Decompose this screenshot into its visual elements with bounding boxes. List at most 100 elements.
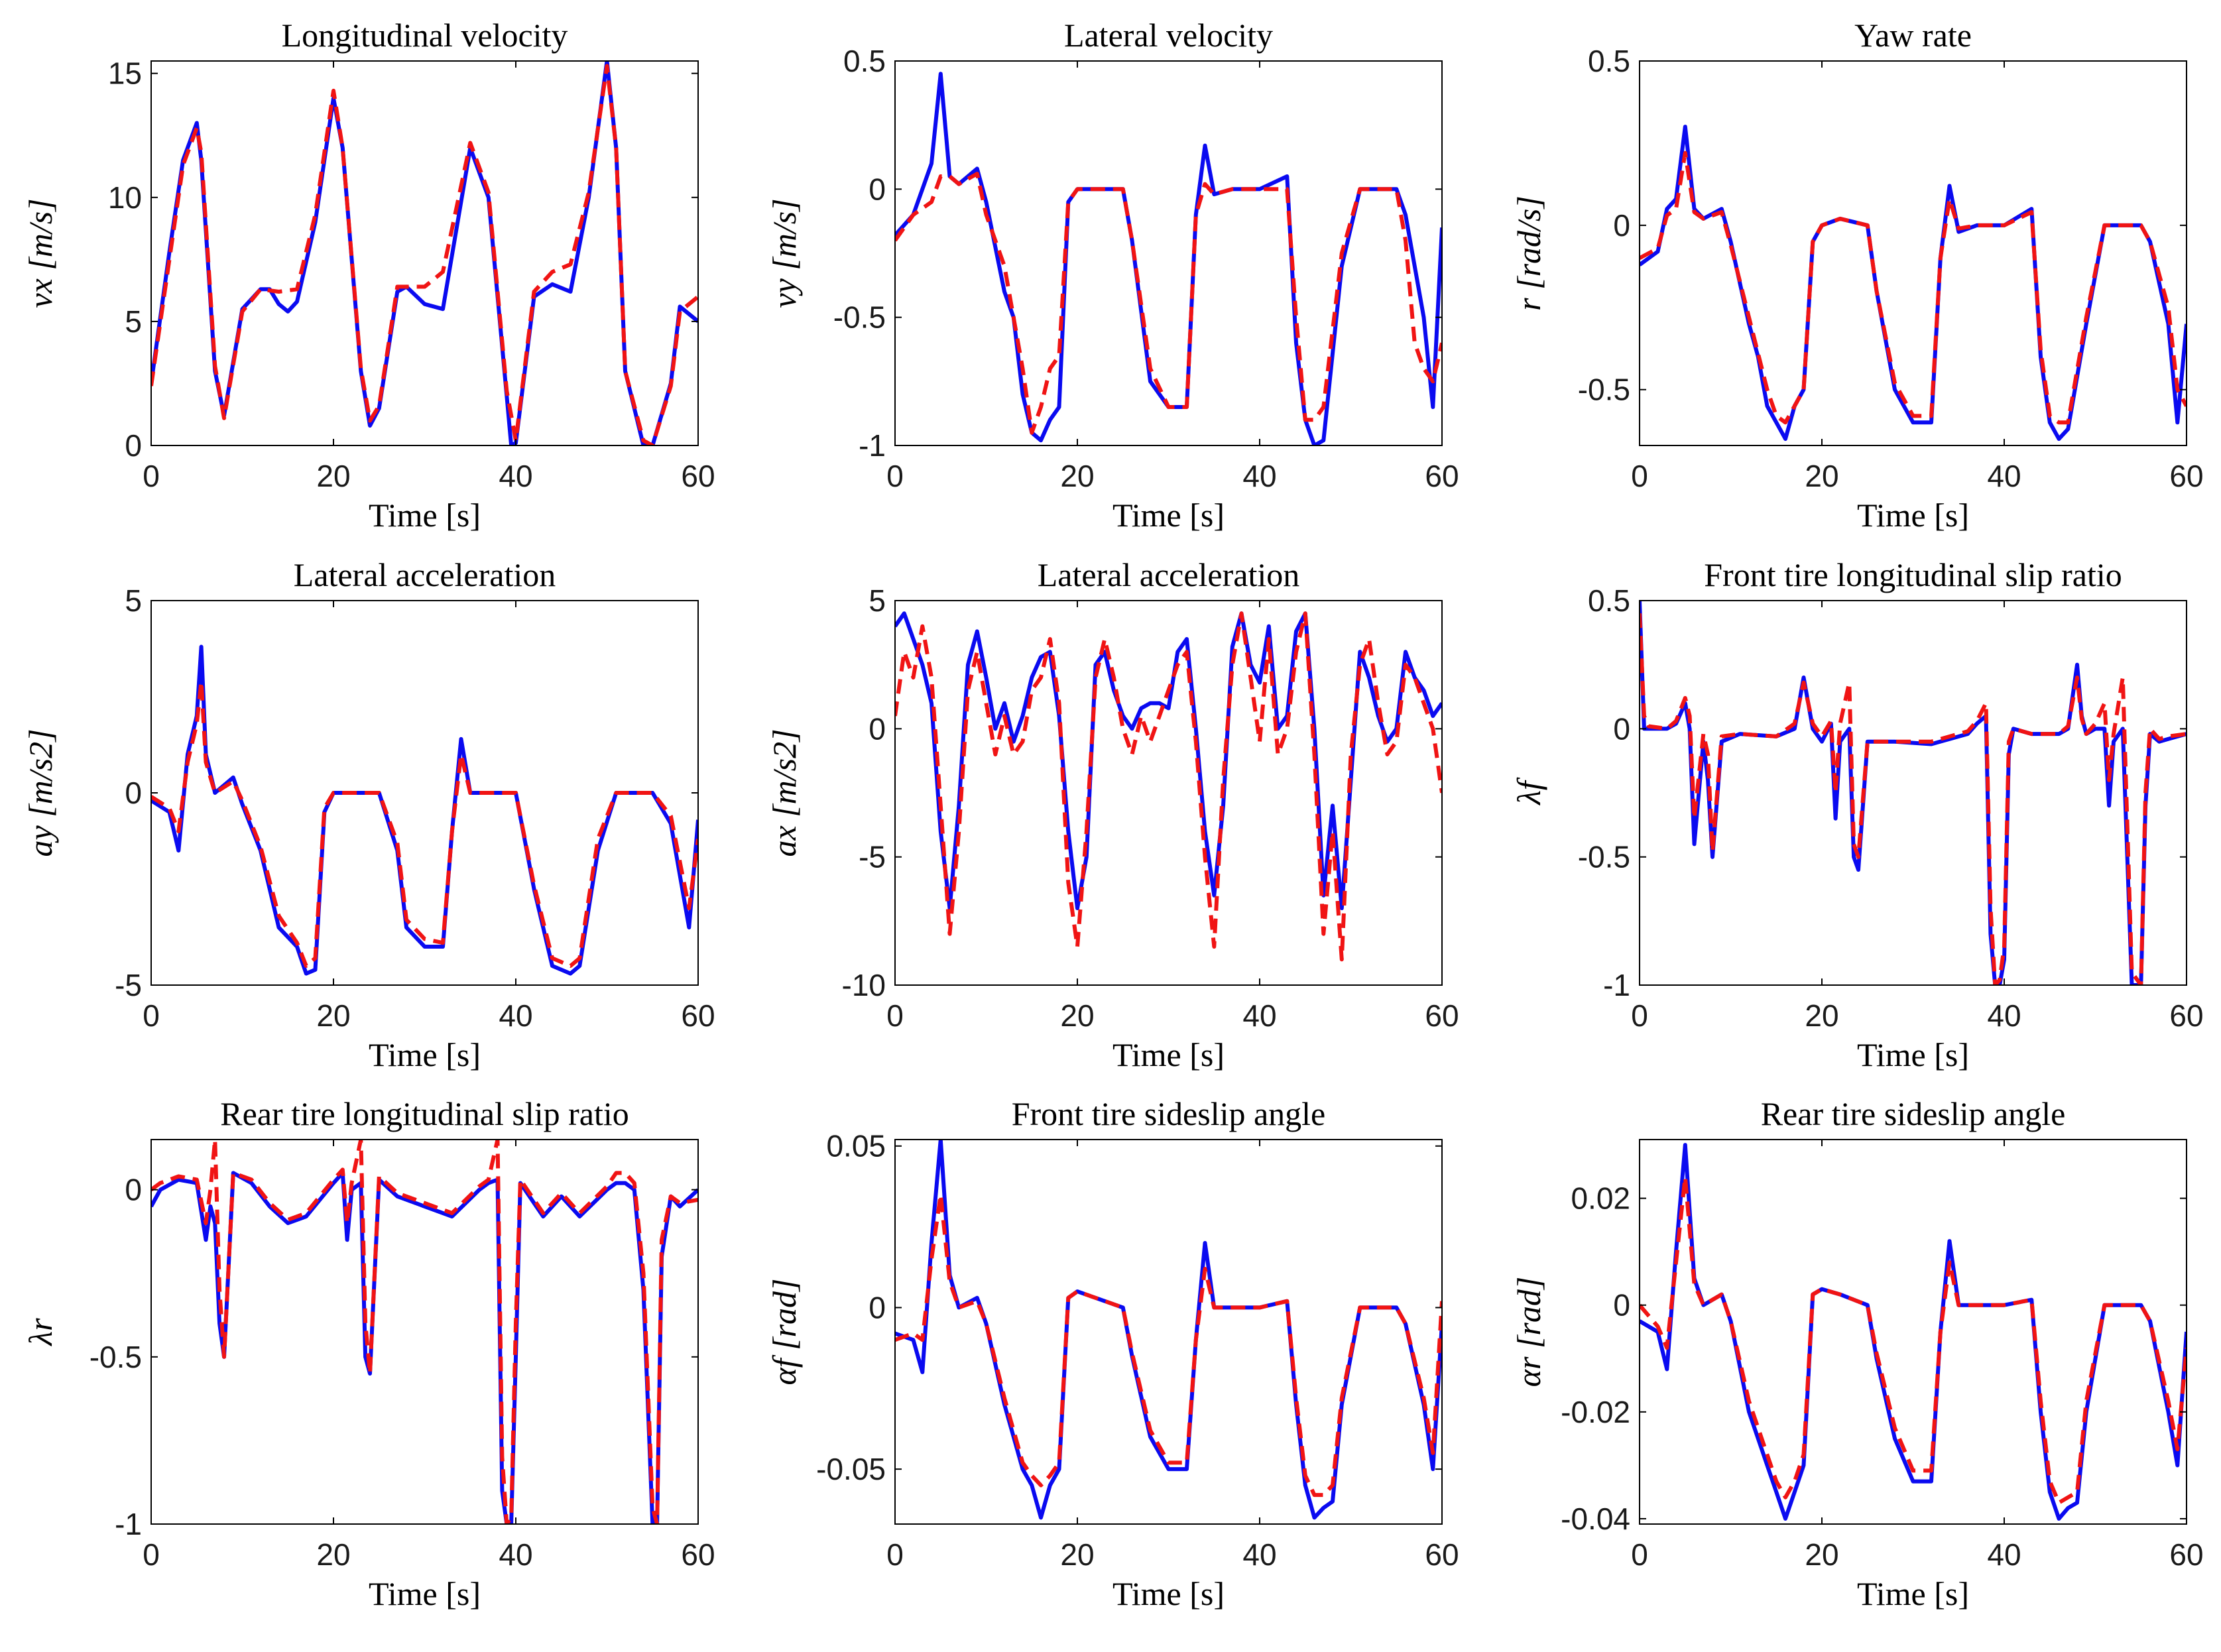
x-tick-label: 60: [681, 459, 715, 493]
y-tick-label: 0: [125, 1173, 142, 1207]
y-tick-label: 0.5: [843, 44, 886, 78]
x-tick-label: 0: [1631, 459, 1648, 493]
x-tick-label: 0: [886, 459, 904, 493]
subplot-title: Rear tire longitudinal slip ratio: [220, 1095, 629, 1132]
y-tick-label: -1: [859, 428, 886, 463]
y-tick-label: 15: [108, 56, 142, 91]
series-line-measured: [895, 72, 1442, 445]
series-line-estimated: [151, 64, 698, 445]
x-tick-label: 40: [1242, 1537, 1276, 1572]
y-tick-label: -1: [115, 1507, 142, 1541]
x-tick-label: 60: [681, 1537, 715, 1572]
x-axis-label: Time [s]: [369, 497, 481, 534]
y-tick-label: -0.5: [90, 1340, 142, 1374]
y-tick-label: 5: [869, 583, 886, 618]
plot-area: [151, 61, 698, 445]
subplot-title: Lateral acceleration: [1038, 556, 1300, 593]
x-tick-label: 20: [1805, 459, 1838, 493]
x-tick-label: 40: [1242, 459, 1276, 493]
series-line-measured: [151, 644, 698, 976]
series-line-measured: [1640, 601, 2187, 985]
y-tick-label: -1: [1603, 968, 1630, 1002]
y-tick-label: 0.5: [1588, 44, 1630, 78]
x-tick-label: 20: [1060, 998, 1094, 1033]
axes-box: [1639, 60, 2187, 446]
x-tick-label: 60: [2169, 998, 2203, 1033]
plot-area: [1640, 125, 2187, 442]
series-line-estimated: [895, 172, 1442, 435]
series-line-measured: [151, 61, 698, 445]
x-tick-label: 20: [1060, 459, 1094, 493]
y-axis-label: αf [rad]: [766, 1278, 803, 1385]
x-axis-label: Time [s]: [1857, 1575, 1969, 1612]
y-tick-label: 0.5: [1588, 583, 1630, 618]
x-tick-label: 60: [1425, 459, 1459, 493]
y-tick-label: 0.02: [1571, 1181, 1630, 1216]
x-axis-label: Time [s]: [1112, 497, 1225, 534]
x-tick-label: 20: [1805, 1537, 1838, 1572]
series-line-measured: [1640, 125, 2187, 442]
series-line-measured: [1640, 1143, 2187, 1521]
axes-box: [1639, 600, 2187, 986]
subplot-8: Front tire sideslip angle 0 20 40 60 -0.05 0 0.…: [766, 1095, 1459, 1612]
x-tick-label: 60: [1425, 1537, 1459, 1572]
x-tick-label: 0: [886, 998, 904, 1033]
x-tick-label: 0: [1631, 1537, 1648, 1572]
y-tick-label: 0: [125, 776, 142, 810]
x-tick-label: 60: [2169, 1537, 2203, 1572]
series-line-estimated: [1640, 613, 2187, 985]
subplot-2: Lateral velocity 0 20 40 60 -1 -0.5 0 0.5 Time [s…: [766, 17, 1459, 534]
y-tick-label: -0.5: [833, 300, 886, 335]
y-tick-label: -0.04: [1561, 1502, 1630, 1536]
y-axis-label: ay [m/s2]: [22, 729, 59, 856]
x-tick-label: 40: [499, 998, 532, 1033]
axes-box: [150, 60, 699, 446]
axes-box: [150, 1139, 699, 1525]
x-axis-label: Time [s]: [1112, 1036, 1225, 1073]
y-tick-label: -0.5: [1578, 373, 1630, 407]
subplot-7: Rear tire longitudinal slip ratio 0 20 40 60…: [22, 1095, 715, 1612]
x-tick-label: 20: [316, 1537, 350, 1572]
subplot-title: Lateral velocity: [1064, 17, 1273, 54]
series-line-estimated: [895, 1192, 1442, 1498]
x-tick-label: 40: [1987, 1537, 2021, 1572]
x-axis-label: Time [s]: [1857, 1036, 1969, 1073]
plot-area: [895, 1140, 1442, 1520]
x-tick-label: 20: [1805, 998, 1838, 1033]
subplot-9: Rear tire sideslip angle 0 20 40 60 -0.04 -0.0…: [1510, 1095, 2204, 1612]
x-tick-label: 40: [1242, 998, 1276, 1033]
y-axis-label: αr [rad]: [1510, 1277, 1547, 1387]
x-tick-label: 0: [143, 459, 160, 493]
y-tick-label: 5: [125, 304, 142, 339]
x-tick-label: 20: [316, 998, 350, 1033]
series-line-measured: [151, 1171, 698, 1524]
axes-box: [1639, 1139, 2187, 1525]
y-tick-label: 0: [869, 711, 886, 746]
subplot-1: Longitudinal velocity 0 20 40 60 0 5 10 15 Time […: [22, 17, 715, 534]
x-tick-label: 40: [499, 459, 532, 493]
plot-area: [895, 72, 1442, 445]
x-tick-label: 0: [143, 1537, 160, 1572]
x-axis-label: Time [s]: [1112, 1575, 1225, 1612]
plot-area: [895, 611, 1442, 962]
x-axis-label: Time [s]: [369, 1036, 481, 1073]
x-tick-label: 40: [1987, 998, 2021, 1033]
axes-box: [894, 60, 1443, 446]
y-tick-label: 0: [1613, 1288, 1630, 1323]
y-tick-label: 10: [108, 180, 142, 215]
plot-area: [151, 1140, 698, 1524]
x-tick-label: 40: [499, 1537, 532, 1572]
x-tick-label: 60: [2169, 459, 2203, 493]
y-tick-label: -0.02: [1561, 1395, 1630, 1429]
subplot-5: Lateral acceleration 0 20 40 60 -10 -5 0 5 Time […: [766, 556, 1459, 1073]
x-tick-label: 0: [1631, 998, 1648, 1033]
subplot-title: Front tire sideslip angle: [1012, 1095, 1326, 1132]
y-tick-label: 0: [125, 428, 142, 463]
y-tick-label: 0: [869, 172, 886, 206]
subplot-3: Yaw rate 0 20 40 60 -0.5 0 0.5 Time [s] r [rad/s]: [1510, 17, 2204, 534]
series-line-measured: [895, 1140, 1442, 1520]
x-axis-label: Time [s]: [1857, 497, 1969, 534]
y-tick-label: 0: [1613, 711, 1630, 746]
